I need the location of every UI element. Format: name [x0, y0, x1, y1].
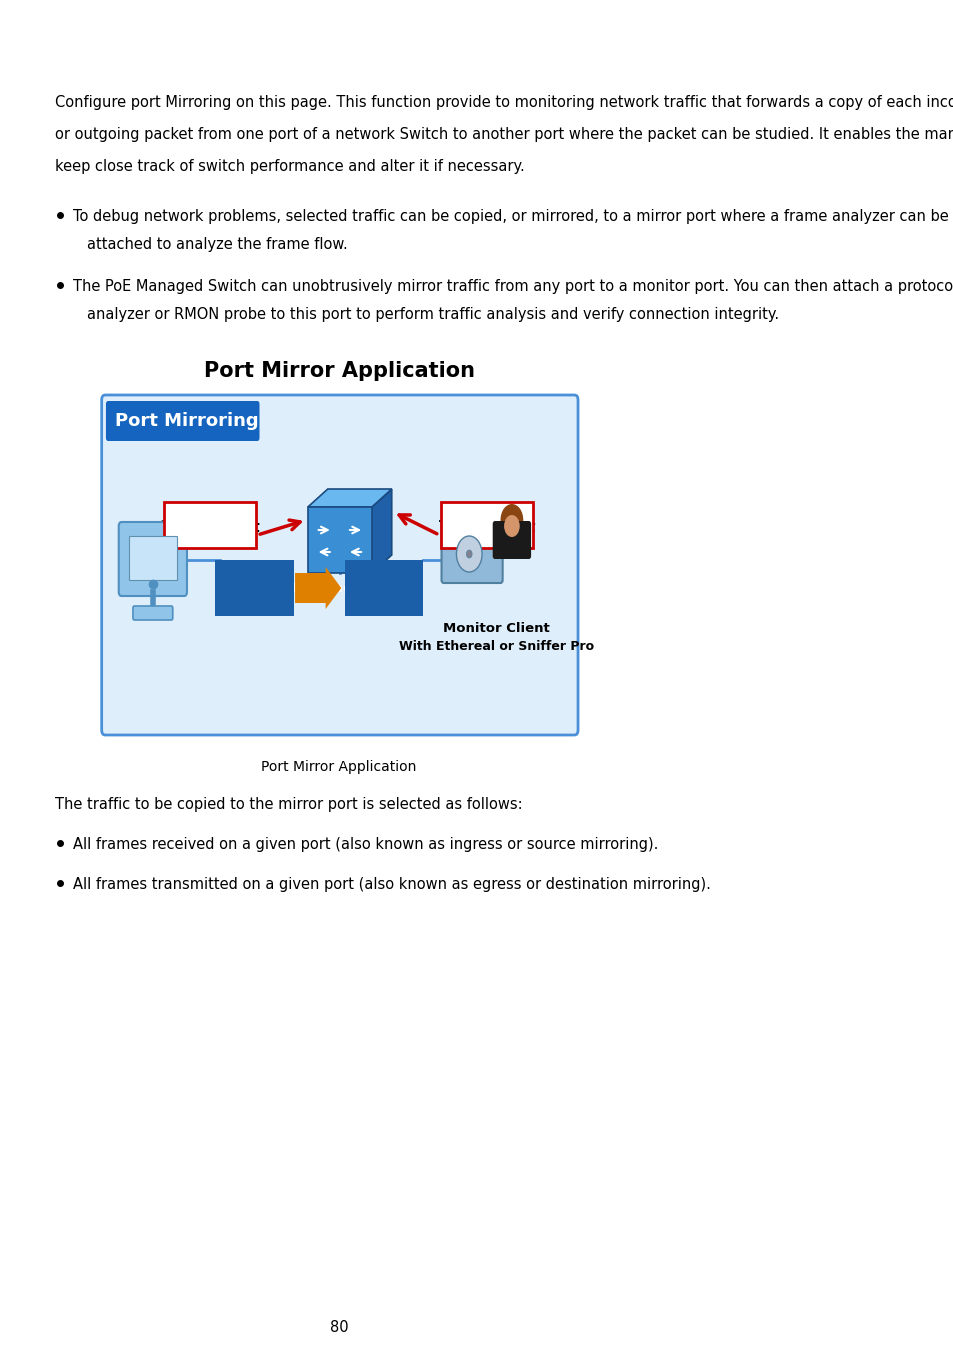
FancyBboxPatch shape: [344, 560, 422, 616]
Text: keep close track of switch performance and alter it if necessary.: keep close track of switch performance a…: [55, 159, 525, 174]
Text: Configure port Mirroring on this page. This function provide to monitoring netwo: Configure port Mirroring on this page. T…: [55, 95, 953, 109]
FancyArrow shape: [294, 567, 341, 609]
Polygon shape: [308, 489, 392, 508]
FancyBboxPatch shape: [129, 536, 177, 580]
Text: Port Mirror Application: Port Mirror Application: [203, 360, 475, 381]
Circle shape: [456, 536, 481, 572]
Text: analyzer or RMON probe to this port to perform traffic analysis and verify conne: analyzer or RMON probe to this port to p…: [88, 306, 779, 323]
FancyBboxPatch shape: [118, 522, 187, 595]
Text: The traffic to be copied to the mirror port is selected as follows:: The traffic to be copied to the mirror p…: [55, 796, 522, 811]
FancyBboxPatch shape: [440, 502, 533, 548]
FancyBboxPatch shape: [441, 518, 502, 583]
FancyBboxPatch shape: [102, 396, 578, 734]
Polygon shape: [372, 489, 392, 572]
Text: attached to analyze the frame flow.: attached to analyze the frame flow.: [88, 238, 348, 252]
Text: Target Port: Target Port: [438, 520, 535, 535]
Text: To debug network problems, selected traffic can be copied, or mirrored, to a mir: To debug network problems, selected traf…: [73, 209, 948, 224]
Text: Tx: 101010: Tx: 101010: [216, 574, 292, 587]
Text: Source Port: Source Port: [159, 520, 260, 535]
Text: All frames transmitted on a given port (also known as egress or destination mirr: All frames transmitted on a given port (…: [73, 878, 710, 892]
Text: The PoE Managed Switch can unobtrusively mirror traffic from any port to a monit: The PoE Managed Switch can unobtrusively…: [73, 279, 953, 294]
FancyBboxPatch shape: [492, 521, 531, 559]
FancyBboxPatch shape: [132, 606, 172, 620]
Text: 80: 80: [330, 1320, 348, 1335]
FancyBboxPatch shape: [163, 502, 255, 548]
FancyBboxPatch shape: [308, 508, 372, 572]
Circle shape: [466, 549, 472, 558]
Text: Port Mirroring: Port Mirroring: [115, 412, 258, 431]
FancyBboxPatch shape: [215, 560, 294, 616]
Text: Rx: 111000: Rx: 111000: [216, 593, 293, 605]
Text: or outgoing packet from one port of a network Switch to another port where the p: or outgoing packet from one port of a ne…: [55, 127, 953, 142]
Circle shape: [500, 504, 523, 536]
Text: e: e: [464, 548, 476, 566]
Text: Monitor Client: Monitor Client: [442, 622, 549, 634]
Text: Port Mirror Application: Port Mirror Application: [261, 760, 416, 774]
Text: Mirroring: Mirroring: [283, 582, 353, 595]
Text: With Ethereal or Sniffer Pro: With Ethereal or Sniffer Pro: [398, 640, 593, 653]
Circle shape: [503, 514, 519, 537]
Text: Rx: 111000: Rx: 111000: [345, 593, 421, 605]
Text: Tx: 101010: Tx: 101010: [346, 574, 421, 587]
Text: All frames received on a given port (also known as ingress or source mirroring).: All frames received on a given port (als…: [73, 837, 658, 852]
FancyBboxPatch shape: [106, 401, 259, 441]
